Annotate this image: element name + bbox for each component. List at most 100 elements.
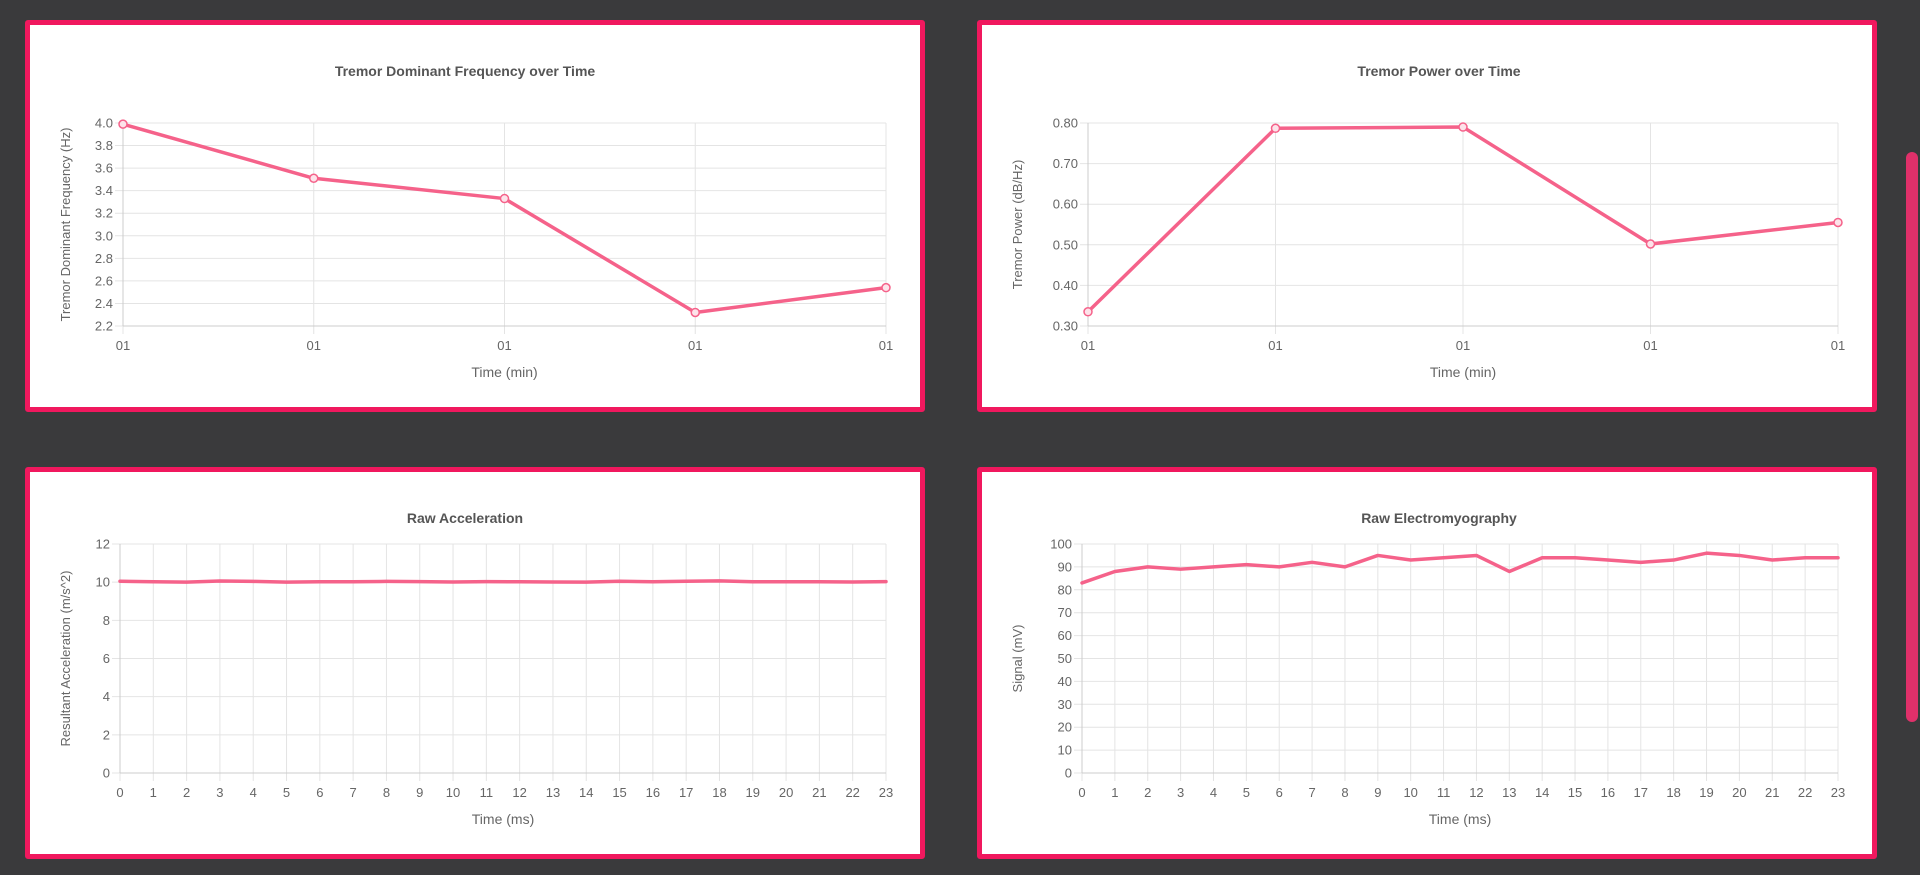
chart-emg-xtick-label: 10 xyxy=(1403,785,1417,800)
chart-acc-xtick-label: 23 xyxy=(879,785,893,800)
chart-raw-electromyography: Raw Electromyography01020304050607080901… xyxy=(1010,510,1845,827)
chart-acc-title: Raw Acceleration xyxy=(407,510,523,526)
chart-acc-xtick-label: 0 xyxy=(116,785,123,800)
chart-emg-xtick-label: 9 xyxy=(1374,785,1381,800)
chart-freq-ytick-label: 2.6 xyxy=(95,273,113,288)
chart-emg-xtick-label: 21 xyxy=(1765,785,1779,800)
chart-emg-xtick-label: 0 xyxy=(1078,785,1085,800)
chart-acc-xtick-label: 20 xyxy=(779,785,793,800)
chart-freq-xtick-label: 01 xyxy=(497,338,511,353)
chart-emg-ytick-label: 70 xyxy=(1058,605,1072,620)
chart-acc-ytick-label: 6 xyxy=(103,651,110,666)
chart-emg-xtick-label: 18 xyxy=(1666,785,1680,800)
chart-acc-xtick-label: 14 xyxy=(579,785,593,800)
chart-freq-ytick-label: 2.8 xyxy=(95,251,113,266)
chart-emg-ytick-label: 100 xyxy=(1050,537,1072,552)
chart-emg-xtick-label: 12 xyxy=(1469,785,1483,800)
chart-emg-ytick-label: 60 xyxy=(1058,628,1072,643)
chart-acc-ylabel: Resultant Acceleration (m/s^2) xyxy=(58,571,73,747)
chart-emg-ytick-label: 30 xyxy=(1058,697,1072,712)
chart-freq-ytick-label: 3.4 xyxy=(95,183,113,198)
chart-freq-ytick-label: 3.8 xyxy=(95,138,113,153)
chart-power-ytick-label: 0.70 xyxy=(1053,156,1078,171)
chart-acc-xtick-label: 10 xyxy=(446,785,460,800)
chart-acc-ytick-label: 12 xyxy=(96,537,110,552)
chart-freq-xtick-label: 01 xyxy=(688,338,702,353)
chart-emg-xtick-label: 5 xyxy=(1243,785,1250,800)
chart-power-data-point xyxy=(1645,239,1656,249)
chart-emg-xtick-label: 17 xyxy=(1634,785,1648,800)
chart-acc-xlabel: Time (ms) xyxy=(472,811,534,827)
chart-power-xtick-label: 01 xyxy=(1831,338,1845,353)
chart-emg-xtick-label: 14 xyxy=(1535,785,1549,800)
chart-emg-xtick-label: 19 xyxy=(1699,785,1713,800)
chart-freq-ytick-label: 3.2 xyxy=(95,206,113,221)
chart-emg-xtick-label: 1 xyxy=(1111,785,1118,800)
chart-freq-xtick-label: 01 xyxy=(116,338,130,353)
chart-emg-xtick-label: 16 xyxy=(1601,785,1615,800)
chart-freq-ytick-label: 2.2 xyxy=(95,319,113,334)
chart-power-data-point xyxy=(1458,122,1468,132)
chart-emg-xtick-label: 7 xyxy=(1308,785,1315,800)
chart-card-tremor-power: Tremor Power over Time 0.30 0.40 0.50 0.60 0.… xyxy=(977,20,1877,412)
chart-freq-data-point xyxy=(309,173,319,184)
chart-freq-data-point xyxy=(118,119,128,129)
chart-emg-ytick-label: 10 xyxy=(1058,743,1072,758)
chart-power-ytick-label: 0.40 xyxy=(1053,278,1078,293)
chart-freq-ylabel: Tremor Dominant Frequency (Hz) xyxy=(58,128,73,322)
chart-freq-title: Tremor Dominant Frequency over Time xyxy=(335,63,596,79)
chart-acc-ytick-label: 4 xyxy=(103,689,110,704)
chart-freq-ytick-label: 3.6 xyxy=(95,161,113,176)
chart-acc-ytick-label: 8 xyxy=(103,613,110,628)
chart-freq-ytick-label: 3.0 xyxy=(95,228,113,243)
chart-power-ytick-label: 0.50 xyxy=(1053,237,1078,252)
chart-power-xtick-label: 01 xyxy=(1456,338,1470,353)
chart-emg-xtick-label: 2 xyxy=(1144,785,1151,800)
chart-emg-xtick-label: 15 xyxy=(1568,785,1582,800)
chart-acc-xtick-label: 8 xyxy=(383,785,390,800)
chart-emg-ytick-label: 20 xyxy=(1058,720,1072,735)
page-scrollbar-thumb[interactable] xyxy=(1906,152,1918,722)
chart-power-ytick-label: 0.60 xyxy=(1053,197,1078,212)
chart-power-data-point xyxy=(1833,217,1843,228)
chart-emg-ytick-label: 50 xyxy=(1058,651,1072,666)
chart-freq-data-point xyxy=(690,307,700,318)
chart-acc-series-line xyxy=(118,579,888,584)
chart-freq-ytick-label: 4.0 xyxy=(95,116,113,131)
chart-emg-xtick-label: 22 xyxy=(1798,785,1812,800)
chart-emg-xtick-label: 6 xyxy=(1276,785,1283,800)
chart-acc-xtick-label: 12 xyxy=(512,785,526,800)
chart-power-ytick-label: 0.30 xyxy=(1053,319,1078,334)
chart-freq-data-point xyxy=(881,282,891,293)
chart-emg-title: Raw Electromyography xyxy=(1361,510,1517,526)
chart-acc-xtick-label: 3 xyxy=(216,785,223,800)
chart-acc-xtick-label: 15 xyxy=(612,785,626,800)
chart-freq-xtick-label: 01 xyxy=(879,338,893,353)
chart-acc-xtick-label: 5 xyxy=(283,785,290,800)
chart-acc-xtick-label: 2 xyxy=(183,785,190,800)
chart-acc-ytick-label: 0 xyxy=(103,766,110,781)
chart-emg-xtick-label: 13 xyxy=(1502,785,1516,800)
chart-emg-series-line xyxy=(1080,551,1840,585)
chart-emg-xlabel: Time (ms) xyxy=(1429,811,1491,827)
chart-power-data-point xyxy=(1083,307,1093,317)
chart-acc-xtick-label: 19 xyxy=(746,785,760,800)
chart-card-raw-acceleration: Raw Acceleration 0 2 4 6 8 10 12 0 1 2 3 4 5 6 7 8 9 10 11 1… xyxy=(25,467,925,859)
chart-freq-xtick-label: 01 xyxy=(307,338,321,353)
chart-card-raw-electromyography: Raw Electromyography 0 10 20 30 40 50 60 70 80 90 1… xyxy=(977,467,1877,859)
chart-emg-xtick-label: 3 xyxy=(1177,785,1184,800)
chart-acc-xtick-label: 16 xyxy=(646,785,660,800)
chart-acc-xtick-label: 11 xyxy=(480,785,494,800)
chart-acc-xtick-label: 13 xyxy=(546,785,560,800)
chart-acc-xtick-label: 18 xyxy=(712,785,726,800)
chart-acc-xtick-label: 21 xyxy=(812,785,826,800)
chart-tremor-power: Tremor Power over Time 0.30 0.40 0.50 0.60 0.… xyxy=(1010,63,1845,380)
chart-acc-xtick-label: 9 xyxy=(416,785,423,800)
chart-acc-ytick-label: 10 xyxy=(96,575,110,590)
chart-emg-xtick-label: 4 xyxy=(1210,785,1217,800)
chart-acc-ytick-label: 2 xyxy=(103,727,110,742)
chart-emg-ylabel: Signal (mV) xyxy=(1010,625,1025,693)
chart-emg-ytick-label: 80 xyxy=(1058,582,1072,597)
chart-acc-xtick-label: 1 xyxy=(150,785,157,800)
